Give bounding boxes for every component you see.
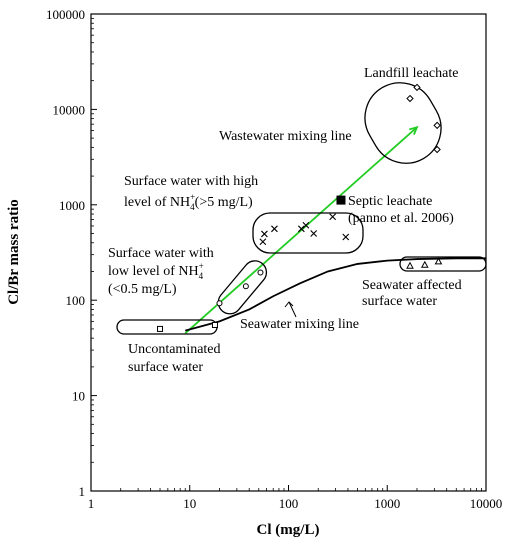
- point-square: [211, 321, 218, 328]
- point-diamond: [433, 121, 441, 130]
- x-tick-label: 1000: [374, 496, 400, 511]
- point-diamond: [406, 94, 414, 103]
- y-tick-label: 10000: [53, 102, 86, 117]
- low-nh4-label-2: low level of NH+ 4: [108, 261, 204, 281]
- landfill-outline: [364, 82, 442, 164]
- point-x: [310, 230, 318, 237]
- high-nh4-label-2: level of NH+ 4(>5 mg/L): [124, 192, 253, 212]
- wastewater-line-arrowhead: [409, 125, 419, 135]
- wastewater-line-label: Wastewater mixing line: [219, 129, 352, 144]
- x-tick-label: 10000: [470, 496, 503, 511]
- point-circle: [216, 300, 223, 307]
- y-tick-label: 10: [72, 389, 85, 404]
- low-nh4-outline: [217, 260, 268, 315]
- high-nh4-label-1: Surface water with high: [124, 174, 258, 189]
- point-x: [329, 213, 337, 221]
- seawater-mixing-line: [184, 257, 486, 332]
- y-tick-label: 1: [79, 484, 86, 499]
- point-square: [157, 325, 164, 332]
- y-tick-label: 100: [66, 293, 86, 308]
- point-x: [261, 230, 268, 238]
- point-circle: [242, 283, 249, 290]
- landfill-label: Landfill leachate: [364, 66, 458, 81]
- seawater-mixing-arrow: [288, 301, 297, 318]
- x-tick-label: 100: [279, 496, 299, 511]
- x-tick-label: 10: [183, 496, 196, 511]
- point-x: [302, 221, 310, 229]
- y-tick-label: 100000: [46, 7, 85, 22]
- group-outlines: [116, 82, 487, 335]
- point-filled-square: [336, 195, 346, 205]
- seawater-mixing-label: Seawater mixing line: [240, 317, 359, 332]
- point-triangle: [434, 257, 443, 265]
- point-diamond: [433, 145, 441, 154]
- point-x: [259, 238, 267, 246]
- seawater-affected-label-1: Seawater affected: [362, 278, 462, 293]
- x-tick-label: 1: [88, 496, 95, 511]
- septic-label-1: Septic leachate: [348, 194, 432, 209]
- mixing-lines: [184, 125, 486, 334]
- seawater-mixing-arrowhead: [284, 301, 294, 308]
- point-x: [342, 233, 350, 241]
- high-nh4-outline: [252, 212, 364, 254]
- point-triangle: [406, 261, 414, 269]
- y-tick-label: 1000: [59, 198, 85, 213]
- point-x: [297, 225, 305, 233]
- point-circle: [257, 269, 264, 276]
- x-axis-label: Cl (mg/L): [257, 522, 320, 538]
- data-points: [157, 83, 443, 332]
- uncontaminated-label-1: Uncontaminated: [128, 342, 221, 357]
- septic-label-2: (panno et al. 2006): [348, 211, 454, 226]
- uncontaminated-label-2: surface water: [128, 360, 203, 375]
- point-diamond: [413, 83, 421, 92]
- wastewater-mixing-line: [184, 126, 418, 334]
- axis-ticks: 1 10 100 1000 10000 1 10 100 1000 10000 100000: [46, 7, 502, 511]
- annotations: Landfill leachate Wastewater mixing line…: [108, 66, 462, 375]
- point-triangle: [420, 260, 429, 268]
- seawater-affected-label-2: surface water: [362, 294, 437, 309]
- y-axis-label: Cl/Br mass ratio: [6, 199, 22, 305]
- point-x: [271, 225, 278, 233]
- low-nh4-label-1: Surface water with: [108, 246, 214, 261]
- low-nh4-label-3: (<0.5 mg/L): [108, 282, 177, 297]
- seawater-affected-outline: [399, 256, 487, 272]
